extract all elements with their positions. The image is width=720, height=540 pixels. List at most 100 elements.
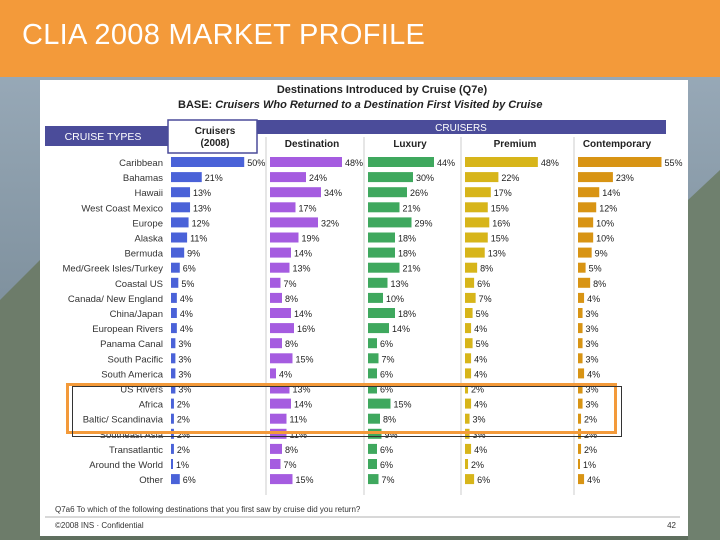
bar-contemporary	[578, 157, 662, 167]
bar-luxury	[368, 172, 413, 183]
bar-cruisers-2008-	[171, 232, 188, 243]
category-label: Baltic/ Scandinavia	[83, 415, 164, 426]
data-label: 24%	[309, 173, 327, 183]
bar-luxury	[368, 383, 377, 394]
data-label: 4%	[474, 445, 487, 455]
bar-premium	[465, 157, 538, 167]
data-label: 8%	[383, 415, 396, 425]
data-label: 2%	[584, 415, 597, 425]
data-label: 7%	[284, 460, 297, 470]
bar-cruisers-2008-	[171, 443, 174, 454]
bar-destination	[270, 474, 293, 485]
bar-destination	[270, 187, 321, 198]
data-label: 4%	[180, 294, 193, 304]
data-label: 6%	[380, 369, 393, 379]
bar-premium	[465, 277, 475, 288]
data-label: 8%	[285, 339, 298, 349]
data-label: 4%	[587, 369, 600, 379]
bar-cruisers-2008-	[171, 459, 173, 469]
data-label: 48%	[345, 158, 363, 168]
category-label: Panama Canal	[100, 339, 163, 350]
bar-premium	[465, 353, 472, 364]
bar-cruisers-2008-	[171, 277, 179, 288]
data-label: 2%	[471, 460, 484, 470]
data-label: 3%	[178, 354, 191, 364]
data-label: 6%	[380, 460, 393, 470]
data-label: 4%	[474, 354, 487, 364]
bar-premium	[465, 308, 473, 318]
data-label: 15%	[394, 400, 412, 410]
bar-premium	[465, 413, 470, 424]
bar-cruisers-2008-	[171, 262, 180, 273]
cruisers-header-text: CRUISERS	[435, 123, 487, 134]
data-label: 4%	[474, 400, 487, 410]
data-label: 12%	[599, 203, 617, 213]
data-label: 15%	[296, 354, 314, 364]
bar-premium	[465, 459, 469, 469]
copyright: ©2008 INS · Confidential	[55, 521, 144, 530]
bar-contemporary	[578, 398, 583, 409]
bar-cruisers-2008-	[171, 308, 177, 318]
bar-premium	[465, 202, 488, 213]
data-label: 7%	[284, 279, 297, 289]
bar-cruisers-2008-	[171, 217, 189, 228]
bar-premium	[465, 383, 469, 394]
data-label: 17%	[494, 188, 512, 198]
bar-luxury	[368, 443, 377, 454]
data-label: 6%	[380, 339, 393, 349]
bar-luxury	[368, 353, 379, 364]
bar-luxury	[368, 323, 389, 334]
data-label: 2%	[471, 385, 484, 395]
bar-luxury	[368, 247, 395, 258]
data-label: 18%	[398, 309, 416, 319]
cruisers-2008-header	[167, 119, 258, 154]
bar-luxury	[368, 338, 377, 349]
data-label: 3%	[178, 369, 191, 379]
data-label: 22%	[501, 173, 519, 183]
category-label: Canada/ New England	[68, 294, 163, 305]
bar-premium	[465, 338, 473, 349]
data-label: 11%	[290, 430, 307, 440]
category-label: South America	[101, 369, 163, 380]
data-label: 6%	[380, 385, 393, 395]
data-label: 3%	[586, 324, 599, 334]
data-label: 7%	[479, 294, 492, 304]
data-label: 13%	[193, 188, 211, 198]
bar-destination	[270, 338, 282, 349]
bar-cruisers-2008-	[171, 353, 176, 364]
chart-subtitle: BASE: Cruisers Who Returned to a Destina…	[178, 99, 542, 111]
bar-destination	[270, 413, 287, 424]
footnote: Q7a6 To which of the following destinati…	[55, 505, 361, 514]
bar-cruisers-2008-	[171, 157, 245, 167]
bar-destination	[270, 277, 281, 288]
data-label: 2%	[177, 400, 190, 410]
bar-destination	[270, 292, 282, 303]
data-label: 1%	[176, 460, 189, 470]
bar-contemporary	[578, 172, 613, 183]
category-label: West Coast Mexico	[81, 203, 163, 214]
bar-cruisers-2008-	[171, 368, 176, 379]
bar-cruisers-2008-	[171, 292, 177, 303]
bar-cruisers-2008-	[171, 187, 191, 198]
data-label: 2%	[177, 415, 190, 425]
bar-destination	[270, 157, 342, 167]
data-label: 15%	[296, 475, 314, 485]
bar-premium	[465, 172, 499, 183]
bar-contemporary	[578, 459, 580, 469]
bar-premium	[465, 187, 491, 198]
bar-destination	[270, 323, 294, 334]
highlight-box-outline	[72, 386, 622, 437]
category-label: Coastal US	[115, 279, 163, 290]
bar-destination	[270, 172, 306, 183]
bar-luxury	[368, 217, 412, 228]
bar-premium	[465, 292, 476, 303]
data-label: 9%	[595, 249, 608, 259]
page-number: 42	[667, 521, 676, 530]
bar-premium	[465, 247, 485, 258]
data-label: 14%	[294, 309, 312, 319]
bar-cruisers-2008-	[171, 413, 174, 424]
data-label: 18%	[398, 234, 416, 244]
data-label: 10%	[596, 234, 614, 244]
data-label: 6%	[477, 279, 490, 289]
data-label: 1%	[583, 460, 596, 470]
